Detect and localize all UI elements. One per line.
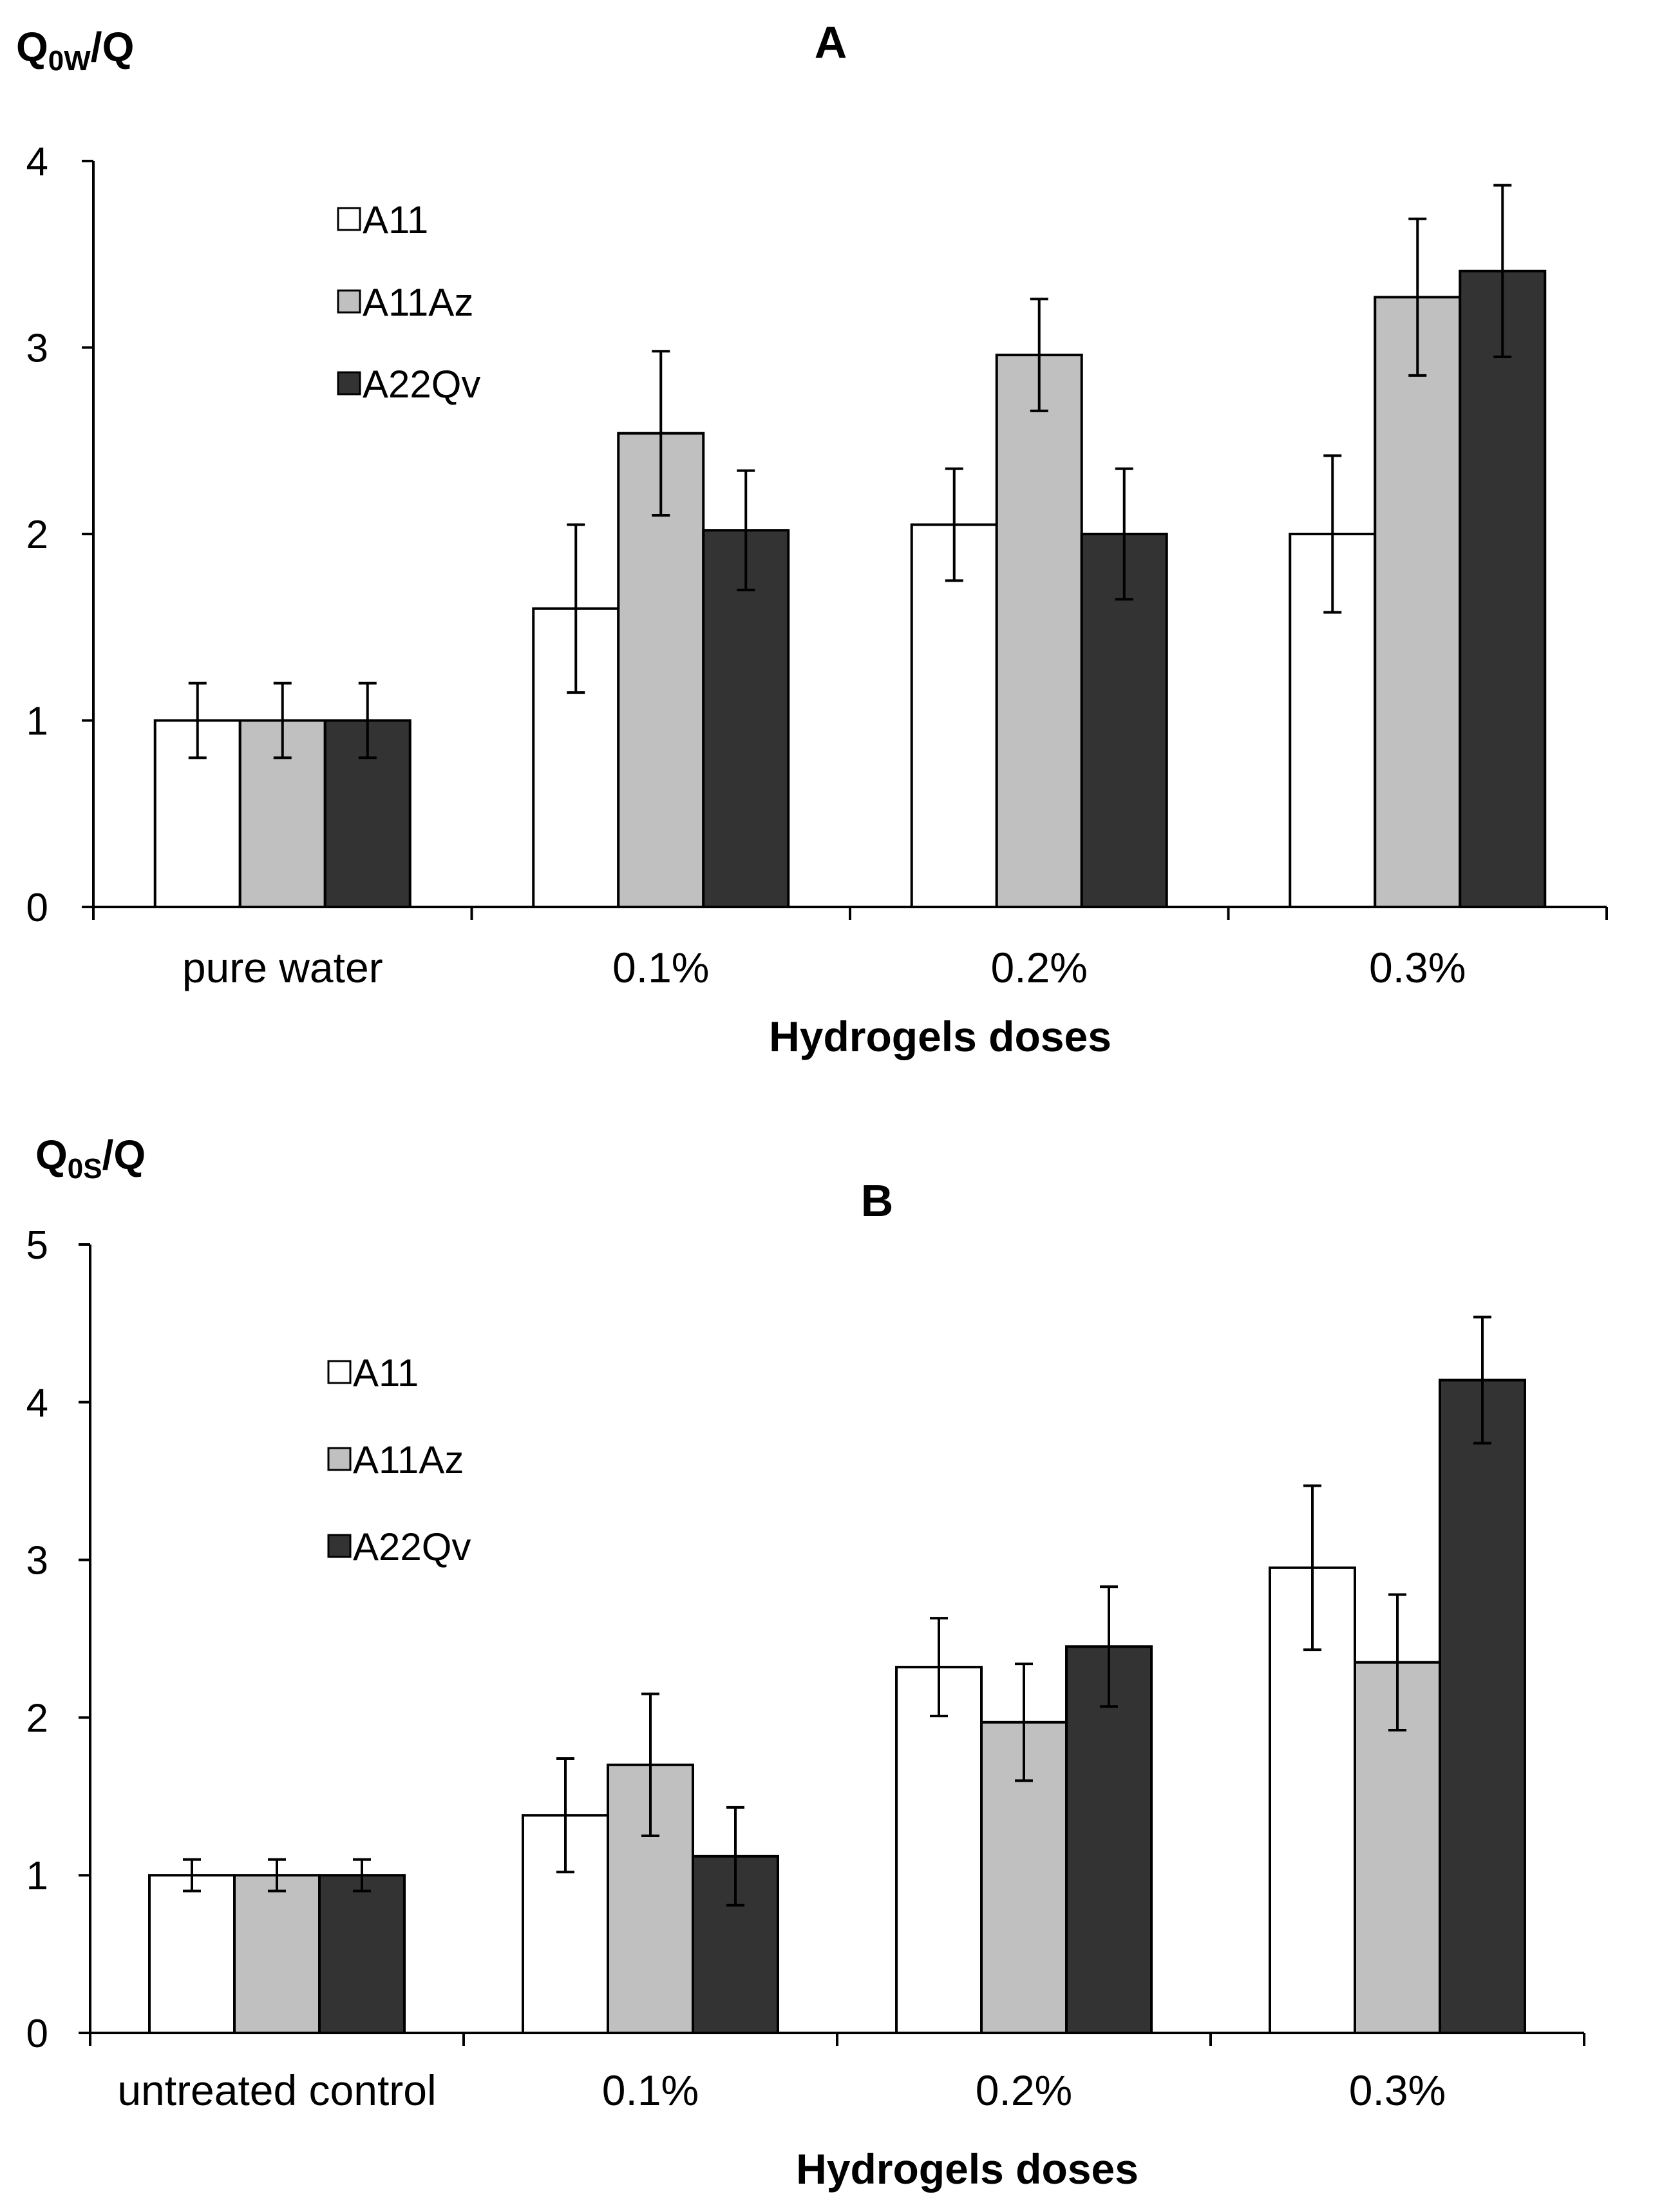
y-tick-label: 0 xyxy=(26,2012,48,2056)
error-bar-a11-2 xyxy=(945,467,963,582)
x-tick-label: 0.2% xyxy=(991,944,1088,991)
bar-a22qv-3 xyxy=(1459,269,1547,908)
x-axis-label: Hydrogels doses xyxy=(769,1013,1111,1060)
error-bar-a22qv-3 xyxy=(1473,1315,1491,1445)
bar-a22qv-3 xyxy=(1439,1378,1526,2035)
legend-label-a11az: A11Az xyxy=(353,1438,464,1482)
x-tick-label: pure water xyxy=(182,944,383,991)
x-tick-label: 0.1% xyxy=(602,2066,699,2114)
error-bar-a11az-1 xyxy=(641,1692,659,1837)
error-bar-a11az-2 xyxy=(1030,298,1048,412)
chart-panel-b: Q0S/Q B untreated control 0.1% 0.2% 0.3% 0 1 2… xyxy=(26,1132,1585,2193)
error-bar-a11az-3 xyxy=(1388,1593,1406,1731)
x-tick-label: 0.2% xyxy=(976,2066,1072,2114)
y-axis-label: Q0W/Q xyxy=(16,24,134,77)
error-bar-a22qv-2 xyxy=(1115,467,1133,601)
bar-a11az-2 xyxy=(995,354,1083,908)
bar-a11-2 xyxy=(895,1666,983,2034)
y-tick-label: 4 xyxy=(26,1381,48,1425)
error-bar-a11az-0 xyxy=(273,682,292,759)
legend-swatch-a22qv xyxy=(327,1534,352,1558)
legend-swatch-a22qv xyxy=(337,371,361,396)
error-bar-a11-2 xyxy=(930,1617,948,1717)
y-tick-label: 1 xyxy=(26,700,48,744)
plot-area: untreated control 0.1% 0.2% 0.3%012345A11A1… xyxy=(26,1223,1585,2114)
x-tick-label: 0.3% xyxy=(1369,944,1466,991)
x-axis-label: Hydrogels doses xyxy=(796,2145,1139,2193)
error-bar-a11az-1 xyxy=(652,350,670,517)
error-bar-a11-1 xyxy=(567,523,585,694)
error-bar-a22qv-3 xyxy=(1493,184,1512,358)
x-tick-label: 0.1% xyxy=(612,944,709,991)
bar-a11-2 xyxy=(910,523,998,908)
error-bar-a11-3 xyxy=(1323,454,1342,614)
legend-swatch-a11 xyxy=(337,207,361,231)
x-tick-label: 0.3% xyxy=(1349,2066,1446,2114)
error-bar-a22qv-2 xyxy=(1100,1585,1118,1708)
y-tick-label: 3 xyxy=(26,327,48,371)
y-tick-label: 4 xyxy=(26,140,48,184)
legend: A11 A11Az A22Qv xyxy=(327,1351,471,1568)
error-bar-a22qv-0 xyxy=(353,1858,371,1893)
error-bar-a22qv-1 xyxy=(726,1806,744,1907)
error-bar-a11-1 xyxy=(556,1757,574,1874)
x-tick-label: untreated control xyxy=(117,2066,436,2114)
bar-a22qv-2 xyxy=(1065,1645,1153,2034)
error-bar-a22qv-1 xyxy=(737,469,755,591)
legend-label-a22qv: A22Qv xyxy=(353,1525,471,1568)
error-bar-a22qv-0 xyxy=(358,682,377,759)
y-tick-label: 5 xyxy=(26,1223,48,1268)
y-axis-label: Q0S/Q xyxy=(35,1132,146,1185)
y-tick-label: 1 xyxy=(26,1854,48,1898)
chart-panel-a: Q0W/Q A pure water 0.1% 0.2% 0.3%01234A11A1… xyxy=(16,17,1608,1060)
error-bar-a11az-2 xyxy=(1015,1663,1033,1782)
legend-swatch-a11az xyxy=(327,1447,352,1471)
legend-swatch-a11 xyxy=(327,1360,352,1384)
legend-label-a11: A11 xyxy=(353,1351,419,1395)
y-tick-label: 0 xyxy=(26,886,48,930)
y-tick-label: 3 xyxy=(26,1539,48,1583)
bar-a22qv-0 xyxy=(318,1874,406,2034)
legend-label-a11az: A11Az xyxy=(363,281,473,324)
bar-a11-0 xyxy=(148,1874,236,2034)
legend: A11 A11Az A22Qv xyxy=(337,198,480,406)
error-bar-a11-0 xyxy=(188,682,207,759)
chart-title: A xyxy=(815,17,847,68)
y-tick-label: 2 xyxy=(26,1696,48,1740)
error-bar-a11az-3 xyxy=(1408,217,1427,377)
legend-label-a22qv: A22Qv xyxy=(363,363,480,406)
chart-title: B xyxy=(861,1176,894,1226)
plot-area: pure water 0.1% 0.2% 0.3% 0 1 2 3 4 A11 A11Az A22Qv xyxy=(26,140,1608,991)
error-bar-a11az-0 xyxy=(268,1858,286,1893)
bar-a11az-0 xyxy=(233,1874,321,2034)
y-tick-label: 2 xyxy=(26,513,48,557)
legend-label-a11: A11 xyxy=(363,198,428,242)
error-bar-a11-0 xyxy=(183,1858,201,1893)
error-bar-a11-3 xyxy=(1303,1484,1321,1652)
bar-a11az-3 xyxy=(1374,296,1462,908)
legend-swatch-a11az xyxy=(337,289,361,314)
